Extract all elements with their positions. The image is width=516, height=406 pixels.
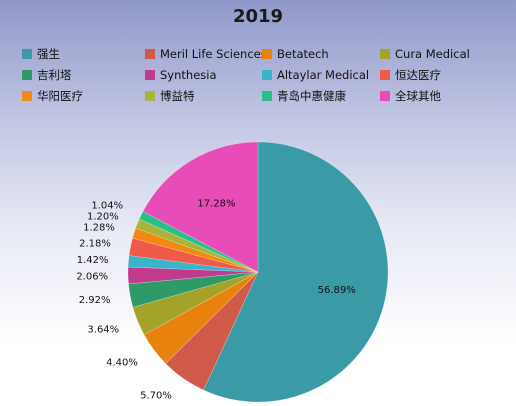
- pie-slice: [165, 271, 259, 391]
- legend-label: 强生: [37, 47, 60, 61]
- legend-swatch: [145, 91, 155, 101]
- legend-swatch: [145, 49, 155, 59]
- pie-slice: [135, 218, 259, 273]
- slice-value-label: 17.28%: [197, 199, 235, 210]
- legend-swatch: [380, 70, 390, 80]
- pie-slice: [138, 210, 259, 273]
- legend-label: 吉利塔: [37, 68, 72, 82]
- legend-label: 全球其他: [395, 89, 441, 103]
- legend-swatch: [22, 91, 32, 101]
- legend-label: 恒达医疗: [395, 68, 441, 82]
- slice-value-label: 1.42%: [77, 255, 109, 266]
- pie-slice: [132, 227, 259, 273]
- legend-label: 青岛中惠健康: [277, 89, 346, 103]
- legend-item: 博益特: [145, 88, 195, 104]
- legend-item: 全球其他: [380, 88, 441, 104]
- legend-label: 华阳医疗: [37, 89, 83, 103]
- pie-slice: [143, 271, 259, 364]
- legend-swatch: [145, 70, 155, 80]
- legend-label: 博益特: [160, 89, 195, 103]
- pie-slice: [132, 271, 259, 336]
- legend-swatch: [380, 49, 390, 59]
- slice-value-label: 2.92%: [79, 295, 111, 306]
- slice-value-label: 2.18%: [79, 238, 111, 249]
- legend-swatch: [22, 70, 32, 80]
- legend-label: Altaylar Medical: [277, 68, 370, 82]
- legend-item: Cura Medical: [380, 46, 470, 62]
- slice-value-label: 2.06%: [76, 272, 108, 283]
- slice-value-label: 4.40%: [106, 357, 138, 368]
- legend-item: Betatech: [262, 46, 329, 62]
- legend-swatch: [262, 91, 272, 101]
- slice-value-label: 3.64%: [87, 324, 119, 335]
- legend-label: Betatech: [277, 47, 329, 61]
- pie-slice: [127, 255, 259, 273]
- legend-swatch: [262, 49, 272, 59]
- pie-slice: [127, 266, 259, 285]
- pie-slice: [128, 237, 259, 273]
- legend-label: Meril Life Sciences: [160, 47, 267, 61]
- legend-label: Cura Medical: [395, 47, 470, 61]
- pie-slice: [128, 271, 259, 308]
- slice-value-label: 1.20%: [87, 212, 119, 223]
- legend-item: Synthesia: [145, 67, 217, 83]
- slice-value-label: 56.89%: [318, 285, 356, 296]
- legend-swatch: [262, 70, 272, 80]
- legend-swatch: [22, 49, 32, 59]
- legend-item: 华阳医疗: [22, 88, 83, 104]
- legend-item: 强生: [22, 46, 60, 62]
- legend-item: 恒达医疗: [380, 67, 441, 83]
- slice-value-label: 1.28%: [83, 223, 115, 234]
- legend-label: Synthesia: [160, 68, 217, 82]
- pie-slice: [142, 141, 259, 273]
- legend-item: 吉利塔: [22, 67, 72, 83]
- pie-slice: [203, 141, 389, 403]
- legend-swatch: [380, 91, 390, 101]
- slice-value-label: 1.04%: [91, 201, 123, 212]
- slice-value-label: 5.70%: [140, 390, 172, 401]
- legend-item: 青岛中惠健康: [262, 88, 346, 104]
- chart-title: 2019: [232, 6, 284, 27]
- legend-item: Meril Life Sciences: [145, 46, 267, 62]
- legend-item: Altaylar Medical: [262, 67, 369, 83]
